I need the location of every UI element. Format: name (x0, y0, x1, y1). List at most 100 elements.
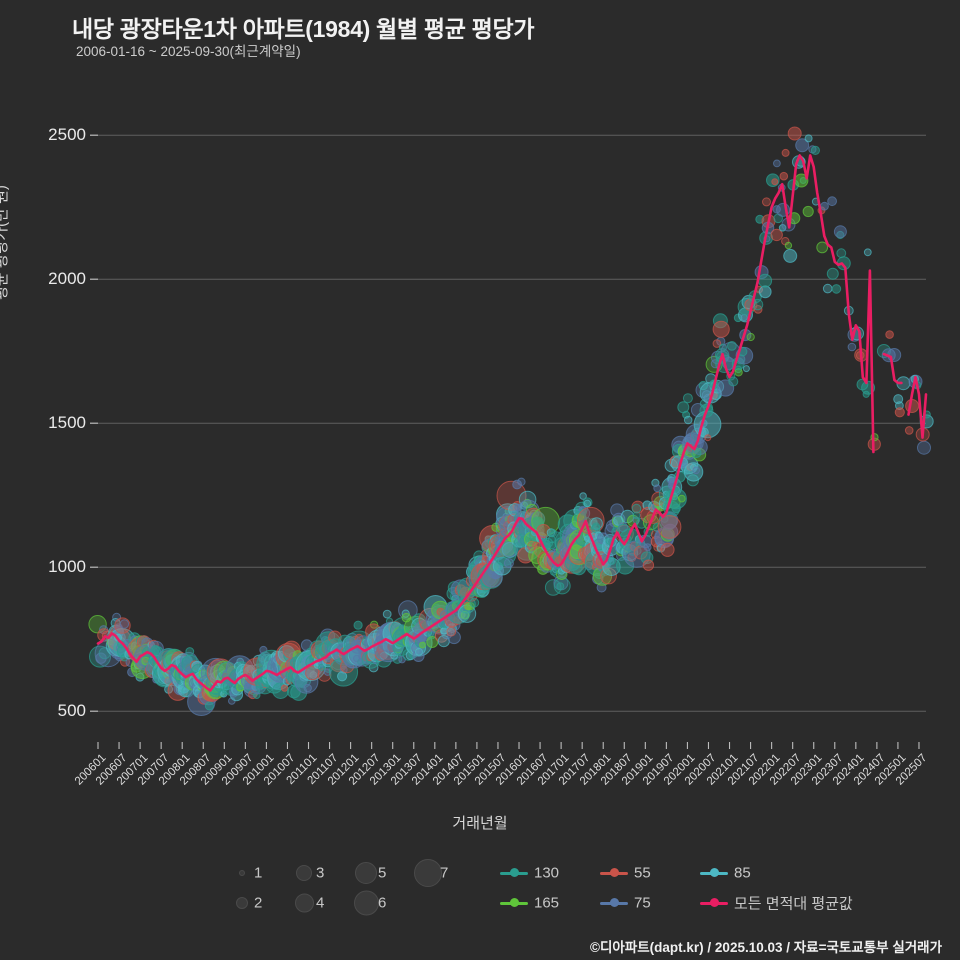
legend-size-label: 3 (316, 864, 325, 882)
scatter-point (353, 620, 363, 630)
scatter-point (810, 145, 821, 155)
scatter-point (440, 627, 448, 635)
scatter-point (795, 138, 810, 153)
footer-credit: ©디아파트(dapt.kr) / 2025.10.03 / 자료=국토교통부 실… (590, 940, 942, 955)
average-line-segment (907, 375, 928, 439)
scatter-point (318, 663, 326, 671)
scatter-point (415, 647, 423, 656)
scatter-point (692, 466, 701, 475)
x-axis-title: 거래년월 (452, 815, 508, 832)
scatter-point (887, 348, 902, 362)
scatter-point (280, 684, 289, 692)
scatter-point (758, 273, 773, 288)
scatter-point (642, 559, 655, 571)
scatter-point (135, 672, 145, 682)
scatter-point (303, 683, 312, 693)
legend-size-dot-icon (294, 893, 314, 913)
scatter-point (419, 641, 426, 649)
scatter-point (742, 365, 750, 373)
legend-series-label: 모든 면적대 평균값 (734, 895, 853, 913)
scatter-point (518, 490, 537, 509)
legend-size-item: 3 (290, 860, 352, 886)
scatter-point (904, 426, 914, 435)
scatter-point (712, 339, 722, 348)
scatter-point (691, 447, 702, 459)
scatter-point (469, 597, 480, 608)
scatter-point (836, 248, 847, 259)
scatter-point (804, 134, 813, 143)
y-tick-label: 500 (57, 701, 86, 721)
scatter-point (816, 241, 829, 254)
scatter-point (704, 434, 712, 442)
scatter-point (583, 499, 592, 508)
scatter-point (783, 248, 798, 263)
average-line-segment (96, 154, 875, 692)
y-tick-label: 1000 (48, 557, 86, 577)
scatter-point (309, 671, 318, 679)
page-title: 내당 광장타운1차 아파트(1984) 월별 평균 평당가 (72, 16, 535, 42)
scatter-points (88, 126, 934, 716)
scatter-point (770, 228, 783, 242)
scatter-point (337, 671, 348, 682)
legend-size-label: 2 (254, 894, 263, 912)
scatter-point (548, 528, 557, 538)
legend-size-dot-icon (239, 870, 245, 876)
scatter-point (446, 626, 457, 637)
gridlines (90, 134, 926, 712)
scatter-point (831, 284, 842, 294)
legend-size-dot-icon (296, 865, 312, 881)
scatter-point (305, 665, 320, 681)
legend-series-marker-icon (700, 867, 728, 879)
scatter-point (771, 178, 779, 186)
scatter-point (556, 582, 565, 591)
scatter-point (607, 556, 616, 565)
scatter-point (660, 542, 675, 557)
scatter-point (836, 230, 845, 240)
scatter-point (784, 241, 793, 250)
legend-series-marker-icon (700, 897, 728, 909)
y-tick-label: 2000 (48, 269, 86, 289)
scatter-point (591, 523, 601, 534)
y-tick-label: 2500 (48, 125, 86, 145)
average-line-segment (882, 352, 903, 385)
legend-size-label: 5 (378, 864, 387, 882)
scatter-point (826, 267, 839, 280)
scatter-point (151, 644, 160, 654)
scatter-point (382, 609, 392, 619)
scatter-point (682, 393, 693, 404)
legend-size-item: 5 (352, 860, 414, 886)
scatter-point (662, 523, 679, 540)
scatter-point (536, 524, 551, 539)
scatter-point (643, 543, 652, 552)
average-price-line (96, 154, 928, 692)
scatter-point (229, 687, 237, 696)
scatter-point (893, 394, 904, 405)
legend-size-dot-icon (414, 859, 442, 887)
scatter-point (779, 171, 789, 181)
legend-size-label: 7 (440, 864, 449, 882)
scatter-point (185, 647, 195, 656)
scatter-point (610, 503, 624, 518)
scatter-point (847, 342, 857, 352)
scatter-point (917, 440, 931, 455)
scatter-point (885, 330, 894, 339)
y-axis-title: 평균 평당가(만 원) (0, 185, 10, 300)
legend-size-dot-icon (236, 897, 248, 909)
legend-series-marker-icon (600, 897, 628, 909)
scatter-point (727, 341, 737, 351)
scatter-point (653, 484, 662, 493)
legend: 1 3 5 7 2 4 6 130 55 85 165 75 모든 면적대 평균값 (0, 859, 960, 930)
legend-series-label: 165 (534, 894, 560, 912)
scatter-point (820, 201, 829, 211)
scatter-point (114, 617, 131, 634)
scatter-point (762, 197, 771, 207)
legend-series-label: 75 (634, 894, 651, 912)
scatter-point (466, 602, 475, 611)
legend-series-marker-icon (500, 867, 528, 879)
scatter-point (863, 248, 872, 257)
scatter-point (894, 407, 905, 418)
scatter-point (657, 515, 682, 539)
scatter-point (579, 492, 587, 500)
